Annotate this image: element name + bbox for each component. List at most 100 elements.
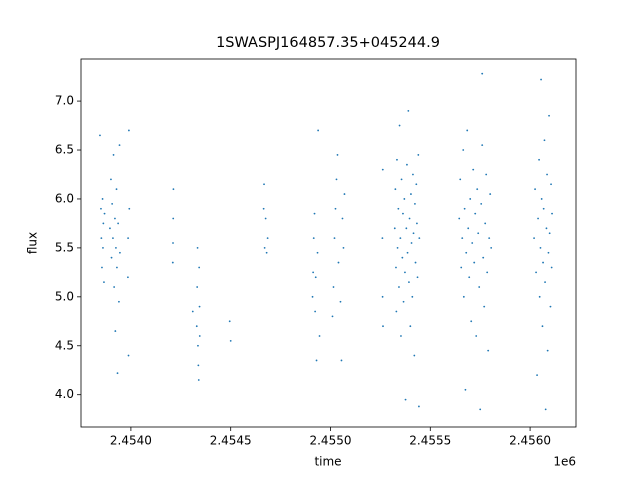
data-point — [484, 222, 487, 225]
data-point — [99, 134, 101, 137]
data-point — [541, 325, 544, 328]
data-point — [550, 266, 553, 269]
data-point — [418, 405, 420, 408]
data-point — [548, 232, 551, 235]
data-point — [539, 246, 542, 249]
data-point — [410, 242, 413, 244]
data-point — [549, 305, 552, 308]
data-point — [336, 154, 339, 156]
data-point — [334, 207, 337, 210]
data-point — [547, 251, 550, 254]
data-point — [381, 295, 384, 298]
data-point — [118, 144, 121, 147]
data-point — [480, 202, 483, 205]
y-tick-label: 6.0 — [55, 191, 74, 205]
data-point — [545, 227, 548, 230]
plot-area — [99, 72, 553, 411]
data-point — [117, 222, 120, 225]
data-point — [316, 251, 319, 254]
data-point — [418, 237, 421, 240]
data-point — [412, 232, 415, 235]
data-point — [540, 78, 542, 81]
data-point — [414, 261, 417, 264]
data-point — [337, 261, 340, 264]
data-point — [331, 315, 334, 318]
data-point — [313, 212, 316, 215]
data-point — [395, 310, 398, 313]
data-point — [542, 261, 544, 264]
data-point — [408, 281, 410, 284]
data-point — [332, 286, 335, 288]
data-point — [393, 227, 396, 230]
data-point — [128, 207, 131, 210]
data-point — [406, 251, 409, 254]
data-point — [410, 193, 412, 195]
data-point — [318, 335, 321, 337]
data-point — [114, 330, 117, 332]
data-point — [113, 286, 116, 288]
data-point — [466, 129, 469, 132]
data-point — [118, 300, 120, 303]
data-point — [197, 364, 200, 367]
data-point — [381, 237, 384, 240]
data-point — [172, 242, 174, 244]
y-tick-label: 5.0 — [55, 289, 74, 303]
data-point — [172, 188, 175, 191]
axes-frame — [80, 58, 577, 428]
data-point — [536, 374, 538, 377]
data-point — [406, 163, 408, 166]
data-point — [402, 212, 404, 215]
data-point — [548, 114, 550, 117]
data-point — [109, 227, 111, 230]
data-point — [102, 246, 104, 249]
data-point — [381, 168, 384, 171]
data-point — [198, 335, 201, 337]
data-point — [263, 183, 265, 186]
x-tick-label: 2.4560 — [509, 434, 551, 448]
data-point — [115, 246, 117, 249]
data-point — [333, 237, 336, 240]
data-point — [396, 246, 399, 249]
data-point — [172, 217, 175, 220]
data-point — [342, 246, 345, 249]
data-point — [116, 372, 119, 375]
data-point — [399, 237, 402, 240]
data-point — [408, 217, 411, 220]
data-point — [464, 388, 467, 391]
data-point — [102, 222, 105, 225]
data-point — [417, 154, 420, 156]
data-point — [403, 198, 406, 200]
data-point — [477, 232, 480, 235]
data-point — [402, 300, 405, 303]
data-point — [110, 256, 113, 259]
data-point — [343, 193, 346, 195]
data-point — [400, 178, 403, 181]
data-point — [196, 246, 199, 249]
data-point — [264, 217, 267, 220]
data-point — [339, 300, 342, 303]
data-point — [407, 109, 410, 112]
data-point — [315, 359, 318, 362]
data-point — [546, 173, 548, 176]
data-point — [400, 335, 402, 337]
data-point — [114, 217, 116, 220]
data-point — [540, 198, 543, 200]
data-point — [538, 158, 540, 161]
x-axis-label: time — [314, 455, 341, 469]
data-point — [487, 349, 490, 352]
data-point — [535, 271, 537, 274]
data-point — [472, 168, 475, 171]
data-point — [382, 325, 384, 328]
data-point — [538, 295, 541, 298]
data-point — [411, 295, 414, 298]
data-point — [103, 212, 106, 215]
data-point — [228, 320, 231, 323]
data-point — [458, 217, 461, 220]
x-tick-label: 2.4550 — [309, 434, 351, 448]
data-point — [412, 173, 414, 176]
data-point — [479, 408, 482, 411]
data-point — [395, 266, 397, 269]
x-tick-label: 2.4540 — [110, 434, 152, 448]
x-offset-label: 1e6 — [553, 455, 576, 469]
